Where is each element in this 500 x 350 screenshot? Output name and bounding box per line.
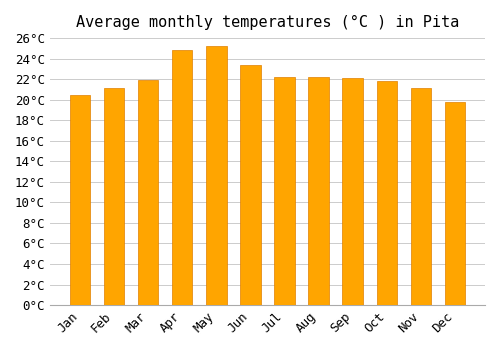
Bar xyxy=(240,65,260,305)
Bar xyxy=(172,50,193,305)
Bar xyxy=(376,81,397,305)
Bar xyxy=(410,89,431,305)
Bar xyxy=(445,102,465,305)
Bar xyxy=(70,94,90,305)
Title: Average monthly temperatures (°C ) in Pita: Average monthly temperatures (°C ) in Pi… xyxy=(76,15,459,30)
Bar xyxy=(308,77,329,305)
Bar xyxy=(206,46,227,305)
Bar xyxy=(274,77,294,305)
Bar xyxy=(138,80,158,305)
Bar xyxy=(104,89,124,305)
Bar xyxy=(342,78,363,305)
